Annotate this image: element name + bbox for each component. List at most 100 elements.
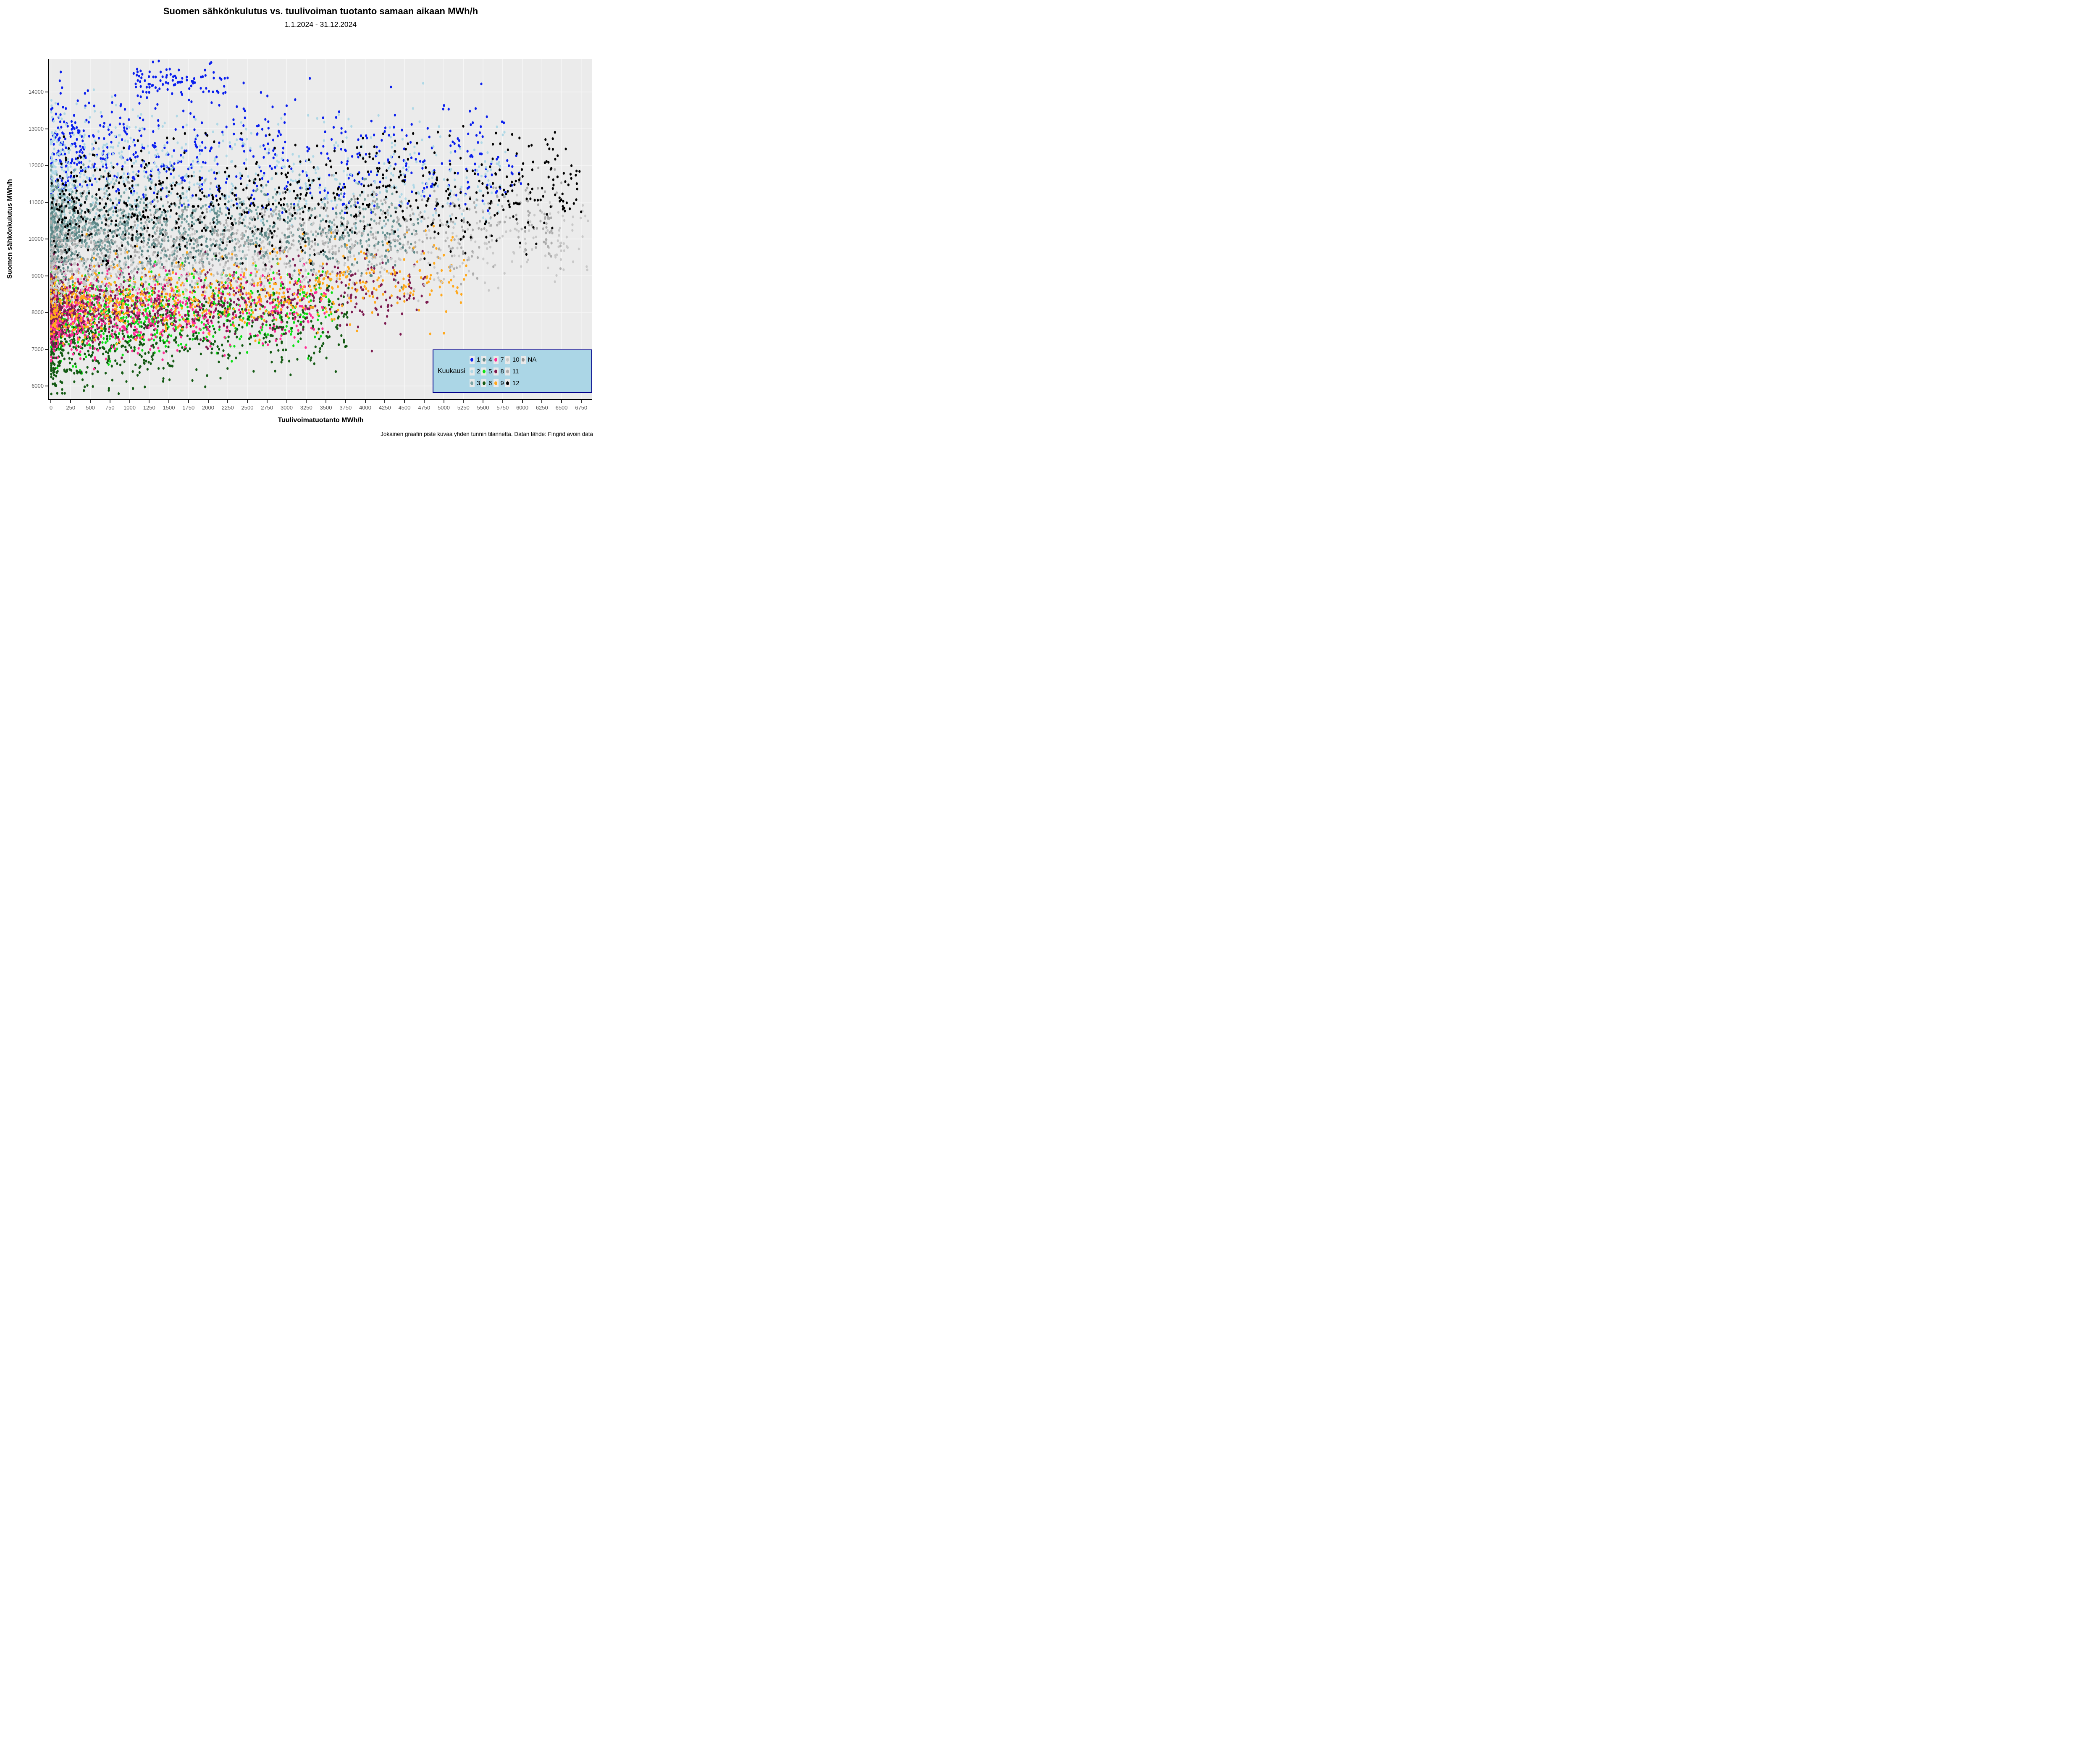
legend-point-swatch xyxy=(470,369,474,373)
legend-point-swatch xyxy=(494,381,498,385)
chart-page: Suomen sähkönkulutus vs. tuulivoiman tuo… xyxy=(0,0,598,441)
legend-item-month-3: 3 xyxy=(469,379,480,387)
legend-item-label: 5 xyxy=(488,368,492,375)
x-tick-label: 3750 xyxy=(339,404,352,411)
legend-item-label: 2 xyxy=(476,368,480,375)
x-tick-label: 4000 xyxy=(359,404,371,411)
x-tick-label: 500 xyxy=(86,404,95,411)
legend-item-label: 8 xyxy=(500,368,504,375)
legend-point-swatch xyxy=(506,369,509,373)
x-tick-mark xyxy=(129,400,130,403)
y-tick-label: 13000 xyxy=(28,125,44,132)
x-tick-label: 2250 xyxy=(221,404,234,411)
x-tick-mark xyxy=(561,400,562,403)
x-tick-mark xyxy=(70,400,71,403)
legend-item-label: 11 xyxy=(512,368,519,375)
legend-item-month-4: 4 xyxy=(481,355,492,364)
legend-item-month-10: 10 xyxy=(505,355,520,364)
x-tick-label: 5750 xyxy=(496,404,509,411)
x-tick-mark xyxy=(306,400,307,403)
x-tick-mark xyxy=(149,400,150,403)
y-tick-label: 9000 xyxy=(32,272,44,279)
x-tick-mark xyxy=(89,400,91,403)
y-tick-label: 14000 xyxy=(28,89,44,95)
legend-point-swatch xyxy=(494,369,498,373)
scatter-points-canvas xyxy=(49,59,592,399)
legend-item-month-9: 9 xyxy=(493,379,504,387)
x-tick-label: 0 xyxy=(49,404,53,411)
x-tick-mark xyxy=(384,400,386,403)
legend-point-swatch xyxy=(522,357,525,362)
legend-item-label: 10 xyxy=(512,356,520,363)
y-tick-label: 10000 xyxy=(28,236,44,242)
legend-key xyxy=(505,379,510,387)
y-tick-label: 11000 xyxy=(29,199,44,205)
x-tick-label: 1250 xyxy=(143,404,155,411)
legend-key xyxy=(481,355,487,364)
x-axis-line xyxy=(48,399,592,400)
x-tick-label: 1000 xyxy=(123,404,136,411)
y-tick-mark xyxy=(45,349,48,350)
legend-item-month-1: 1 xyxy=(469,355,480,364)
x-tick-mark xyxy=(50,400,52,403)
x-tick-label: 1500 xyxy=(163,404,175,411)
x-tick-label: 3500 xyxy=(320,404,332,411)
legend-key xyxy=(469,379,475,387)
x-tick-label: 2750 xyxy=(261,404,273,411)
x-tick-label: 3250 xyxy=(300,404,312,411)
y-tick-label: 7000 xyxy=(32,346,44,352)
x-tick-label: 6250 xyxy=(536,404,548,411)
legend-point-swatch xyxy=(470,381,474,385)
legend-key xyxy=(493,355,499,364)
x-tick-label: 5000 xyxy=(438,404,450,411)
legend-point-swatch xyxy=(506,381,509,385)
y-tick-mark xyxy=(45,202,48,203)
x-tick-label: 6000 xyxy=(516,404,528,411)
legend-key xyxy=(493,367,499,375)
x-tick-mark xyxy=(580,400,582,403)
x-tick-label: 250 xyxy=(66,404,76,411)
legend-item-month-7: 7 xyxy=(493,355,504,364)
legend-key xyxy=(481,367,487,375)
x-tick-label: 1750 xyxy=(182,404,195,411)
legend: Kuukausi 1 2 3 4 5 6 7 8 9 10 11 12 NA xyxy=(433,349,592,393)
x-tick-mark xyxy=(266,400,268,403)
x-tick-label: 2000 xyxy=(202,404,214,411)
legend-key xyxy=(520,355,526,364)
x-tick-mark xyxy=(404,400,405,403)
legend-item-label: NA xyxy=(528,356,537,363)
x-tick-mark xyxy=(168,400,169,403)
x-tick-label: 6750 xyxy=(575,404,588,411)
plot-panel xyxy=(49,59,592,399)
x-tick-mark xyxy=(423,400,425,403)
legend-key xyxy=(469,355,475,364)
x-tick-mark xyxy=(227,400,228,403)
legend-key xyxy=(493,379,499,387)
x-tick-label: 5250 xyxy=(457,404,470,411)
y-tick-label: 12000 xyxy=(28,162,44,169)
x-tick-label: 4250 xyxy=(378,404,391,411)
legend-key xyxy=(481,379,487,387)
y-tick-label: 8000 xyxy=(32,309,44,316)
x-tick-label: 4750 xyxy=(418,404,430,411)
legend-point-swatch xyxy=(482,381,486,385)
legend-item-label: 4 xyxy=(488,356,492,363)
legend-item-label: 1 xyxy=(476,356,480,363)
x-tick-mark xyxy=(463,400,464,403)
legend-point-swatch xyxy=(482,369,486,373)
x-tick-mark xyxy=(345,400,346,403)
x-tick-mark xyxy=(247,400,248,403)
legend-key xyxy=(505,355,510,364)
x-tick-mark xyxy=(286,400,287,403)
legend-key xyxy=(469,367,475,375)
y-tick-label: 6000 xyxy=(32,383,44,389)
legend-item-month-6: 6 xyxy=(481,379,492,387)
chart-subtitle: 1.1.2024 - 31.12.2024 xyxy=(284,20,357,29)
x-tick-label: 6500 xyxy=(555,404,568,411)
x-tick-mark xyxy=(541,400,543,403)
legend-point-swatch xyxy=(494,357,498,362)
x-tick-label: 2500 xyxy=(241,404,254,411)
x-tick-label: 750 xyxy=(105,404,115,411)
legend-item-label: 7 xyxy=(500,356,504,363)
legend-item-month-2: 2 xyxy=(469,367,480,375)
